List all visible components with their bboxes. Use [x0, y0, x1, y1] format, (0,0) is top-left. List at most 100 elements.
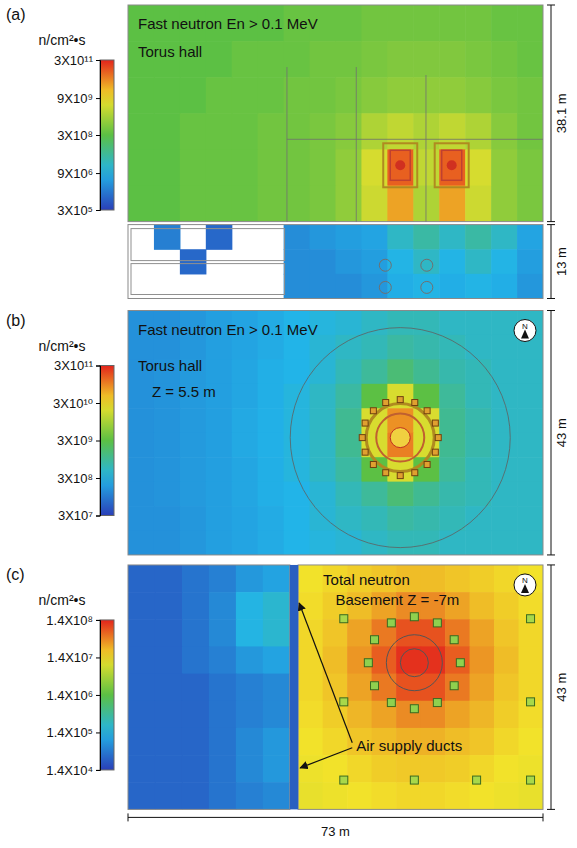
plasma [447, 160, 457, 170]
compass-arrow [521, 330, 529, 339]
colorbar-tick: 3X10¹⁰ [53, 396, 100, 411]
column [410, 776, 418, 784]
structure-overlay [290, 565, 535, 809]
heat-cell [232, 335, 259, 360]
heat-cell [517, 225, 543, 250]
heat-cell [465, 359, 492, 384]
heat-cell [336, 433, 363, 458]
heat-cell [519, 674, 543, 702]
colorbar-tick: 9X10⁹ [57, 91, 100, 106]
port [435, 435, 441, 441]
dimension-cap [547, 554, 555, 555]
heat-cell [310, 408, 337, 433]
heat-cell [494, 592, 519, 620]
heat-cell [284, 457, 311, 482]
tick-mark [96, 770, 100, 771]
heat-cell [232, 384, 259, 409]
heat-cell [128, 646, 156, 674]
heat-cell [445, 565, 470, 593]
elevation-label: Z = 5.5 m [152, 383, 216, 400]
heat-cell [439, 311, 466, 336]
port [383, 470, 389, 476]
tick-mark [96, 210, 100, 211]
heat-cell [445, 646, 470, 674]
heat-cell [470, 619, 495, 647]
heat-cell [180, 433, 207, 458]
heat-cell [387, 41, 414, 78]
heat-cell [155, 674, 183, 702]
heat-cell [517, 249, 543, 274]
heat-cell [128, 701, 156, 729]
heat-cell [258, 185, 285, 221]
tick-mark [96, 173, 100, 174]
heat-cell [236, 565, 264, 593]
heat-cell [372, 782, 397, 809]
heat-cell [517, 408, 543, 433]
heat-cell [421, 619, 446, 647]
heat-cell [439, 274, 466, 299]
panel-title: Total neutron [323, 571, 410, 588]
heat-cell [445, 755, 470, 783]
heat-cell [491, 506, 518, 531]
heat-cell [284, 41, 311, 78]
heat-cell [336, 274, 363, 299]
heat-cell [491, 5, 518, 42]
heat-cell [372, 646, 397, 674]
colorbar-tick: 1.4X10⁸ [46, 613, 100, 628]
heat-cell [310, 335, 337, 360]
heat-cell [387, 335, 414, 360]
heat-cell [439, 113, 466, 150]
heat-cell [232, 41, 259, 78]
heat-cell [154, 185, 181, 221]
wall-line [425, 75, 426, 222]
heat-cell [284, 113, 311, 150]
panel-subtitle: Basement Z = -7m [336, 591, 460, 608]
colorbar [100, 366, 114, 516]
tick-label: 1.4X10⁶ [46, 688, 93, 703]
panel-title: Fast neutron En > 0.1 MeV [138, 15, 318, 32]
heat-cell [445, 619, 470, 647]
dimension: 43 m [547, 311, 569, 555]
heat-cell [361, 384, 388, 409]
heat-cell [491, 531, 518, 555]
support [433, 619, 441, 627]
compass-label: N [522, 576, 528, 585]
heat-cell [154, 113, 181, 150]
heat-cell [470, 646, 495, 674]
heat-cell [439, 457, 466, 482]
heat-cell [263, 701, 290, 729]
heat-cell [128, 433, 155, 458]
tick-mark [96, 366, 100, 367]
heat-cell [206, 77, 233, 114]
colorbar-axis: 3X10¹¹3X10¹⁰3X10⁹3X10⁸3X10⁷ [53, 358, 100, 523]
dimension-label: 43 m [554, 418, 569, 447]
heat-cell [206, 531, 233, 555]
heat-cell [396, 782, 421, 809]
dimension-line [551, 5, 552, 222]
heat-cell [258, 482, 285, 507]
colorbar [100, 60, 114, 210]
tokamak-vessel [442, 150, 462, 180]
heat-cell [155, 619, 183, 647]
tick-mark [96, 657, 100, 658]
heat-cell [154, 457, 181, 482]
heat-cell [128, 782, 156, 809]
heat-cell [298, 565, 323, 593]
heat-cell [421, 565, 446, 593]
tick-label: 1.4X10⁵ [46, 725, 93, 740]
colorbar-tick: 3X10¹¹ [54, 53, 100, 68]
heat-cell [206, 457, 233, 482]
heat-cell [470, 674, 495, 702]
heat-cell [421, 782, 446, 809]
heat-cell [232, 433, 259, 458]
dimension: 38.1 m [547, 5, 569, 222]
heat-cell [491, 433, 518, 458]
heatmap-region [128, 311, 543, 555]
heat-cell [361, 335, 388, 360]
compass-ring [514, 574, 536, 596]
heat-cell [209, 674, 237, 702]
heat-cell [396, 646, 421, 674]
tick-label: 1.4X10⁴ [46, 763, 93, 778]
heat-cell [206, 359, 233, 384]
heat-cell [263, 728, 290, 756]
